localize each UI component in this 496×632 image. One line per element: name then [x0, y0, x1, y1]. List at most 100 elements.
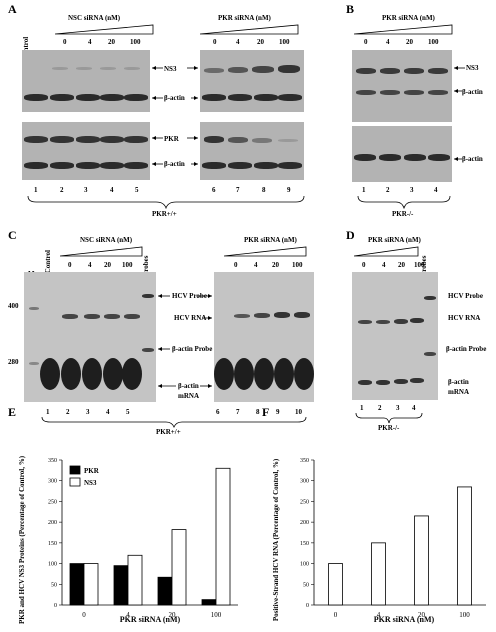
western-blot-ns3-nsc — [22, 50, 150, 112]
bar — [371, 542, 386, 606]
bar — [328, 563, 343, 606]
legend-label: PKR — [84, 467, 100, 475]
concentration-wedge — [55, 24, 154, 35]
western-blot-pkr-nsc — [22, 122, 150, 180]
rpa-gel-ko — [352, 272, 438, 400]
x-tick-label: 4 — [377, 611, 381, 619]
lane-number: 7 — [236, 408, 240, 416]
conc-label: 100 — [292, 261, 303, 269]
conc-label: 20 — [272, 261, 279, 269]
panel-label-a: A — [8, 2, 17, 16]
legend-label: NS3 — [84, 479, 97, 487]
hcv-rna-label: HCV RNA — [448, 314, 481, 322]
bar — [171, 529, 187, 606]
conc-label: 4 — [254, 261, 258, 269]
western-blot-pkr-pkr — [200, 122, 304, 180]
size-marker-280: 280 — [8, 358, 19, 366]
lane-number: 4 — [412, 404, 416, 412]
pkr-label: PKR — [164, 135, 179, 143]
panel-label-b: B — [346, 2, 355, 16]
conc-label: 100 — [122, 261, 133, 269]
y-tick-label: 50 — [51, 582, 57, 588]
panel-label-c: C — [8, 228, 17, 242]
conc-label: 4 — [88, 261, 92, 269]
conc-label: 0 — [68, 261, 72, 269]
beta-actin-label: β-actin — [164, 160, 185, 168]
lane-number: 3 — [410, 186, 414, 194]
pkr-sirna-title: PKR siRNA (nM) — [218, 14, 271, 22]
x-tick-label: 0 — [82, 611, 86, 619]
panel-label-e: E — [8, 405, 17, 419]
bar — [457, 486, 472, 606]
beta-actin-mrna-label: mRNA — [178, 392, 199, 400]
lane-number: 3 — [86, 408, 90, 416]
beta-actin-probe-label: β-actin Probe — [172, 345, 213, 353]
conc-label: 0 — [63, 38, 67, 46]
lane-number: 3 — [396, 404, 400, 412]
beta-actin-label: β-actin — [164, 94, 185, 102]
legend-swatch — [69, 465, 81, 475]
conc-label: 20 — [104, 261, 111, 269]
beta-actin-mrna-label: β-actin — [448, 378, 469, 386]
x-axis-title: PKR siRNA (nM) — [120, 615, 181, 624]
lane-number: 5 — [126, 408, 130, 416]
lane-bracket — [27, 195, 305, 209]
y-tick-label: 100 — [300, 562, 309, 568]
conc-label: 100 — [428, 38, 439, 46]
ns3-label: NS3 — [466, 64, 479, 72]
rpa-gel-nsc — [24, 272, 156, 402]
arrow-icon — [454, 157, 462, 161]
genotype-label: PKR-/- — [392, 210, 414, 218]
lane-number: 9 — [276, 408, 280, 416]
y-tick-label: 200 — [300, 520, 309, 526]
bar — [69, 563, 85, 606]
conc-label: 4 — [382, 261, 386, 269]
x-tick-label: 20 — [169, 611, 177, 619]
y-tick-label: 100 — [48, 562, 57, 568]
arrow-icon — [454, 66, 465, 93]
conc-label: 0 — [362, 261, 366, 269]
western-blot-ns3-ko — [352, 50, 452, 122]
lane-number: 6 — [212, 186, 216, 194]
y-tick-label: 300 — [48, 479, 57, 485]
lane-number: 4 — [106, 408, 110, 416]
pkr-sirna-title: PKR siRNA (nM) — [382, 14, 435, 22]
genotype-label: PKR+/+ — [152, 210, 177, 218]
lane-number: 4 — [110, 186, 114, 194]
lane-number: 1 — [46, 408, 50, 416]
conc-label: 4 — [236, 38, 240, 46]
y-tick-label: 200 — [48, 520, 57, 526]
concentration-wedge — [354, 246, 419, 257]
y-tick-label: 50 — [303, 582, 309, 588]
conc-label: 4 — [88, 38, 92, 46]
size-marker-400: 400 — [8, 302, 19, 310]
lane-number: 2 — [66, 408, 70, 416]
panel-label-f: F — [262, 405, 270, 419]
x-tick-label: 20 — [418, 611, 426, 619]
y-axis-title: Positive-Strand HCV RNA (Percentage of C… — [272, 458, 280, 621]
lane-number: 5 — [135, 186, 139, 194]
concentration-wedge — [200, 24, 299, 35]
lane-number: 9 — [287, 186, 291, 194]
hcv-rna-label: HCV RNA — [174, 314, 207, 322]
lane-number: 10 — [295, 408, 302, 416]
lane-number: 8 — [256, 408, 260, 416]
y-axis-title: PKR and HCV NS3 Proteins (Percentage of … — [18, 455, 26, 624]
nsc-sirna-title: NSC siRNA (nM) — [80, 236, 133, 244]
conc-label: 100 — [130, 38, 141, 46]
lane-number: 2 — [60, 186, 64, 194]
protein-bar-chart: PKR and HCV NS3 Proteins (Percentage of … — [18, 455, 238, 624]
lane-number: 2 — [378, 404, 382, 412]
conc-label: 20 — [406, 38, 413, 46]
legend-swatch — [69, 477, 81, 487]
nsc-sirna-title: NSC siRNA (nM) — [68, 14, 121, 22]
lane-number: 1 — [360, 404, 364, 412]
rpa-gel-pkr — [214, 272, 314, 402]
conc-label: 0 — [364, 38, 368, 46]
y-tick-label: 0 — [54, 603, 57, 609]
y-tick-label: 300 — [300, 479, 309, 485]
x-tick-label: 4 — [126, 611, 130, 619]
bar — [414, 515, 429, 606]
lane-number: 4 — [434, 186, 438, 194]
genotype-label: PKR+/+ — [156, 428, 181, 436]
